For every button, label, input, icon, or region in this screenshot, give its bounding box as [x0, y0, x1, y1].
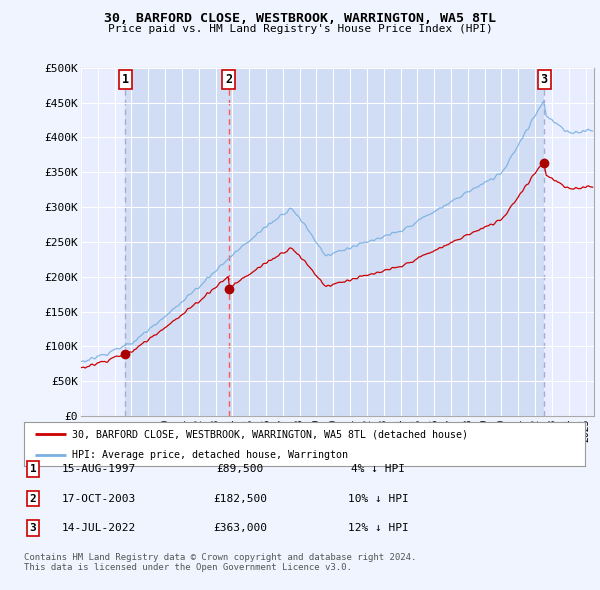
Text: 10% ↓ HPI: 10% ↓ HPI: [347, 494, 409, 503]
Text: 14-JUL-2022: 14-JUL-2022: [62, 523, 136, 533]
Text: 3: 3: [29, 523, 37, 533]
Text: HPI: Average price, detached house, Warrington: HPI: Average price, detached house, Warr…: [71, 450, 347, 460]
Text: £363,000: £363,000: [213, 523, 267, 533]
Bar: [229, 68, 544, 416]
Text: 15-AUG-1997: 15-AUG-1997: [62, 464, 136, 474]
Text: 2: 2: [29, 494, 37, 503]
Text: This data is licensed under the Open Government Licence v3.0.: This data is licensed under the Open Gov…: [24, 563, 352, 572]
Text: Price paid vs. HM Land Registry's House Price Index (HPI): Price paid vs. HM Land Registry's House …: [107, 24, 493, 34]
Text: 30, BARFORD CLOSE, WESTBROOK, WARRINGTON, WA5 8TL (detached house): 30, BARFORD CLOSE, WESTBROOK, WARRINGTON…: [71, 430, 467, 439]
Text: 2: 2: [225, 73, 232, 86]
Text: 3: 3: [541, 73, 548, 86]
Text: 1: 1: [29, 464, 37, 474]
Text: 17-OCT-2003: 17-OCT-2003: [62, 494, 136, 503]
Text: 4% ↓ HPI: 4% ↓ HPI: [351, 464, 405, 474]
Text: 1: 1: [122, 73, 128, 86]
Bar: [125, 68, 229, 416]
Text: 12% ↓ HPI: 12% ↓ HPI: [347, 523, 409, 533]
Text: Contains HM Land Registry data © Crown copyright and database right 2024.: Contains HM Land Registry data © Crown c…: [24, 553, 416, 562]
Text: £89,500: £89,500: [217, 464, 263, 474]
Text: £182,500: £182,500: [213, 494, 267, 503]
Text: 30, BARFORD CLOSE, WESTBROOK, WARRINGTON, WA5 8TL: 30, BARFORD CLOSE, WESTBROOK, WARRINGTON…: [104, 12, 496, 25]
